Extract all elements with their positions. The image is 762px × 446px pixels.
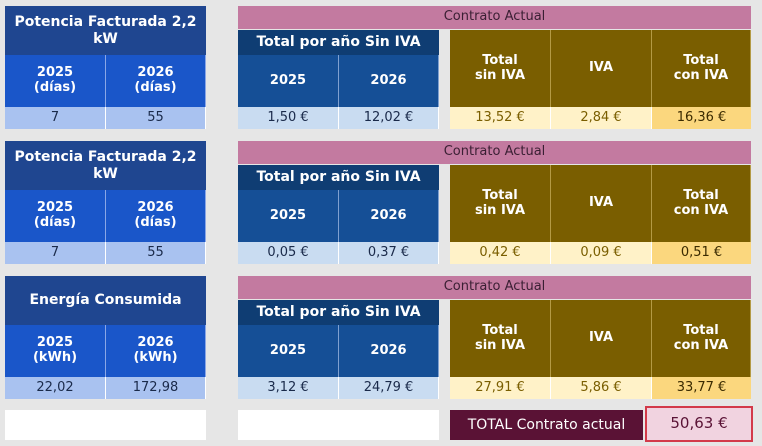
left-header: Energía Consumida (5, 276, 206, 325)
col2-value: 55 (106, 242, 206, 264)
year2-value: 12,02 € (339, 107, 439, 129)
total-con-iva-value: 16,36 € (652, 107, 751, 129)
year2-value: 24,79 € (339, 377, 439, 399)
total-sin-iva-value: 0,42 € (450, 242, 551, 264)
total-con-iva-header: Total con IVA (652, 30, 751, 107)
total-con-iva-value: 33,77 € (652, 377, 751, 399)
year1-header: 2025 (238, 55, 339, 107)
year2-header: 2026 (339, 55, 439, 107)
col2-header: 2026 (días) (106, 190, 206, 242)
year1-header: 2025 (238, 325, 339, 377)
year-title: Total por año Sin IVA (238, 300, 439, 325)
col1-header: 2025 (días) (5, 190, 106, 242)
iva-header: IVA (551, 300, 652, 377)
total-sin-iva-value: 13,52 € (450, 107, 551, 129)
year-title: Total por año Sin IVA (238, 165, 439, 190)
total-con-iva-header: Total con IVA (652, 300, 751, 377)
total-sin-iva-header: Total sin IVA (450, 300, 551, 377)
total-con-iva-value: 0,51 € (652, 242, 751, 264)
contract-title: Contrato Actual (238, 141, 751, 164)
total-value: 50,63 € (645, 406, 753, 442)
footer-blank-mid (238, 410, 439, 440)
iva-value: 2,84 € (551, 107, 652, 129)
col1-value: 22,02 (5, 377, 106, 399)
col2-value: 172,98 (106, 377, 206, 399)
col2-header: 2026 (días) (106, 55, 206, 107)
col1-value: 7 (5, 107, 106, 129)
col1-header: 2025 (días) (5, 55, 106, 107)
left-header: Potencia Facturada 2,2 kW (5, 6, 206, 55)
col2-value: 55 (106, 107, 206, 129)
total-sin-iva-value: 27,91 € (450, 377, 551, 399)
iva-header: IVA (551, 165, 652, 242)
iva-header: IVA (551, 30, 652, 107)
year1-value: 3,12 € (238, 377, 339, 399)
total-sin-iva-header: Total sin IVA (450, 165, 551, 242)
iva-value: 5,86 € (551, 377, 652, 399)
year2-header: 2026 (339, 325, 439, 377)
total-label: TOTAL Contrato actual (450, 410, 643, 440)
col1-value: 7 (5, 242, 106, 264)
contract-title: Contrato Actual (238, 276, 751, 299)
year1-value: 1,50 € (238, 107, 339, 129)
year2-header: 2026 (339, 190, 439, 242)
year2-value: 0,37 € (339, 242, 439, 264)
total-sin-iva-header: Total sin IVA (450, 30, 551, 107)
footer-blank-left (5, 410, 206, 440)
iva-value: 0,09 € (551, 242, 652, 264)
total-con-iva-header: Total con IVA (652, 165, 751, 242)
left-header: Potencia Facturada 2,2 kW (5, 141, 206, 190)
year1-value: 0,05 € (238, 242, 339, 264)
year1-header: 2025 (238, 190, 339, 242)
contract-title: Contrato Actual (238, 6, 751, 29)
year-title: Total por año Sin IVA (238, 30, 439, 55)
col2-header: 2026 (kWh) (106, 325, 206, 377)
col1-header: 2025 (kWh) (5, 325, 106, 377)
